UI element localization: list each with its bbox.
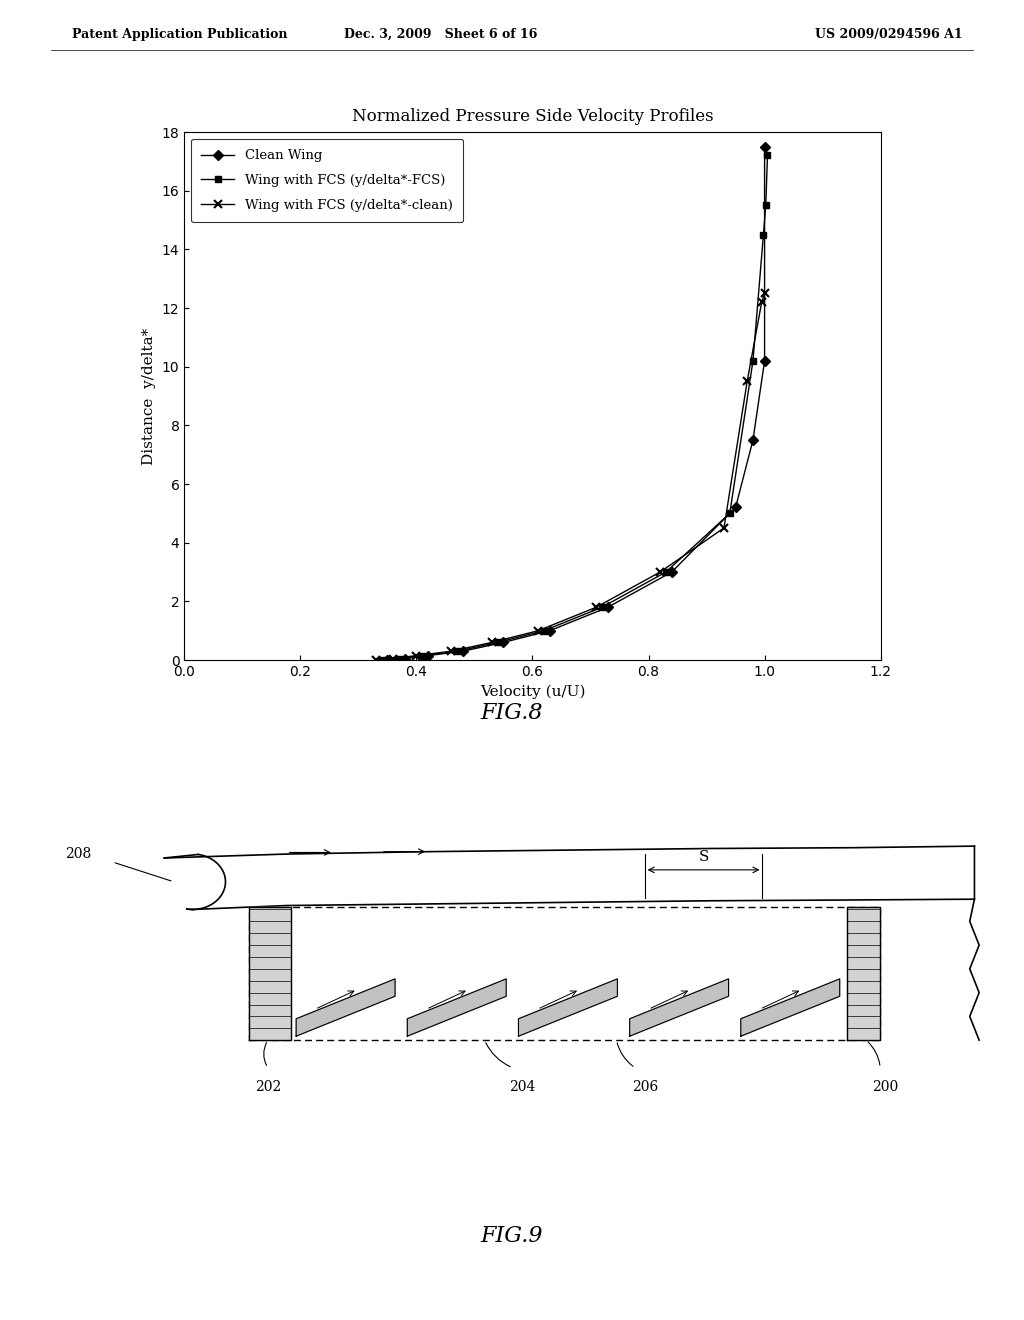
Wing with FCS (y/delta*-FCS) <box>538 623 550 639</box>
Polygon shape <box>249 907 292 1040</box>
Clean Wing <box>602 599 614 615</box>
Wing with FCS (y/delta*-FCS) <box>451 643 463 659</box>
Wing with FCS (y/delta*-FCS) <box>393 651 406 667</box>
Wing with FCS (y/delta*-clean) <box>741 374 754 389</box>
Wing with FCS (y/delta*-clean) <box>445 643 458 659</box>
Polygon shape <box>296 979 395 1036</box>
X-axis label: Velocity (u/U): Velocity (u/U) <box>479 684 586 698</box>
Wing with FCS (y/delta*-clean) <box>590 599 602 615</box>
Wing with FCS (y/delta*-FCS) <box>596 599 608 615</box>
Wing with FCS (y/delta*-FCS) <box>416 648 428 664</box>
Text: US 2009/0294596 A1: US 2009/0294596 A1 <box>815 28 963 41</box>
Text: 202: 202 <box>255 1080 281 1094</box>
Wing with FCS (y/delta*-FCS) <box>659 564 672 579</box>
Clean Wing <box>457 643 469 659</box>
Title: Normalized Pressure Side Velocity Profiles: Normalized Pressure Side Velocity Profil… <box>351 108 714 125</box>
Wing with FCS (y/delta*-clean) <box>654 564 667 579</box>
Text: FIG.8: FIG.8 <box>480 702 544 725</box>
Text: S: S <box>698 850 709 863</box>
Clean Wing <box>759 139 771 154</box>
Clean Wing <box>381 652 393 668</box>
Wing with FCS (y/delta*-clean) <box>756 294 768 310</box>
Polygon shape <box>518 979 617 1036</box>
Clean Wing <box>759 352 771 368</box>
Clean Wing <box>729 499 741 515</box>
Clean Wing <box>498 635 510 651</box>
Line: Wing with FCS (y/delta*-clean): Wing with FCS (y/delta*-clean) <box>372 289 769 664</box>
Wing with FCS (y/delta*-FCS) <box>492 635 504 651</box>
Polygon shape <box>630 979 728 1036</box>
Polygon shape <box>408 979 506 1036</box>
Text: 208: 208 <box>66 847 91 861</box>
Wing with FCS (y/delta*-FCS) <box>376 652 388 668</box>
Text: Dec. 3, 2009   Sheet 6 of 16: Dec. 3, 2009 Sheet 6 of 16 <box>344 28 537 41</box>
Text: Patent Application Publication: Patent Application Publication <box>72 28 287 41</box>
Clean Wing <box>544 623 556 639</box>
Wing with FCS (y/delta*-clean) <box>387 651 399 667</box>
Text: FIG.9: FIG.9 <box>480 1225 544 1247</box>
Wing with FCS (y/delta*-clean) <box>532 623 545 639</box>
Wing with FCS (y/delta*-FCS) <box>762 148 774 164</box>
Line: Wing with FCS (y/delta*-FCS): Wing with FCS (y/delta*-FCS) <box>378 152 771 664</box>
Wing with FCS (y/delta*-clean) <box>411 648 423 664</box>
Clean Wing <box>398 651 411 667</box>
Polygon shape <box>847 907 881 1040</box>
Wing with FCS (y/delta*-clean) <box>370 652 382 668</box>
Wing with FCS (y/delta*-FCS) <box>746 352 759 368</box>
Wing with FCS (y/delta*-clean) <box>485 635 498 651</box>
Text: 204: 204 <box>509 1080 536 1094</box>
Clean Wing <box>746 432 759 447</box>
Wing with FCS (y/delta*-clean) <box>759 285 771 301</box>
Legend: Clean Wing, Wing with FCS (y/delta*-FCS), Wing with FCS (y/delta*-clean): Clean Wing, Wing with FCS (y/delta*-FCS)… <box>190 139 464 223</box>
Text: 206: 206 <box>632 1080 657 1094</box>
Wing with FCS (y/delta*-FCS) <box>758 227 770 243</box>
Wing with FCS (y/delta*-clean) <box>718 520 730 536</box>
Wing with FCS (y/delta*-FCS) <box>724 506 736 521</box>
Line: Clean Wing: Clean Wing <box>384 143 768 664</box>
Clean Wing <box>422 648 434 664</box>
Text: 200: 200 <box>871 1080 898 1094</box>
Polygon shape <box>740 979 840 1036</box>
Y-axis label: Distance  y/delta*: Distance y/delta* <box>142 327 156 465</box>
Wing with FCS (y/delta*-FCS) <box>760 198 772 214</box>
Clean Wing <box>666 564 678 579</box>
